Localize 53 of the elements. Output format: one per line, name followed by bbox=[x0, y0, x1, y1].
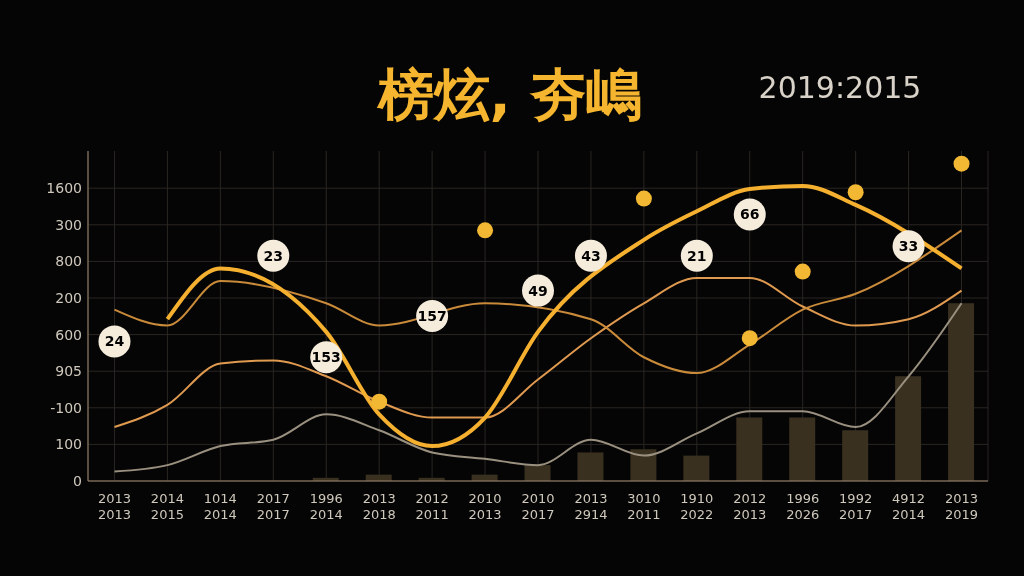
x-tick-label: 2010 2017 bbox=[521, 491, 555, 522]
x-tick-label: 2013 2914 bbox=[574, 491, 608, 522]
x-tick-label: 2010 2013 bbox=[468, 491, 502, 522]
annotation: 49 bbox=[527, 281, 549, 300]
point bbox=[477, 222, 494, 239]
x-tick-label: 2013 2013 bbox=[97, 491, 132, 522]
bar bbox=[524, 465, 551, 481]
bar bbox=[630, 449, 657, 481]
x-tick-label: 1996 2026 bbox=[786, 491, 820, 522]
x-tick-label: 2012 2011 bbox=[415, 491, 449, 522]
point bbox=[847, 184, 864, 201]
text: 905 bbox=[55, 362, 82, 381]
bar bbox=[789, 417, 816, 481]
text: 300 bbox=[55, 215, 82, 234]
point bbox=[741, 330, 758, 347]
bar bbox=[948, 303, 975, 481]
annotation: 157 bbox=[416, 307, 448, 325]
point bbox=[371, 393, 388, 410]
text: 100 bbox=[55, 435, 82, 454]
bar bbox=[736, 417, 763, 481]
x-tick-label: 2014 2015 bbox=[150, 491, 184, 522]
text: 1600 bbox=[46, 179, 82, 198]
x-tick-label: 1992 2017 bbox=[839, 491, 873, 522]
x-tick-label: 2012 2013 bbox=[733, 491, 767, 522]
chart-subtitle: 2019:2015 bbox=[757, 70, 923, 105]
annotation: 33 bbox=[897, 237, 920, 256]
bar bbox=[895, 376, 922, 481]
x-tick-label: 1996 2014 bbox=[309, 491, 343, 522]
point bbox=[635, 190, 652, 207]
bar bbox=[842, 430, 869, 481]
x-tick-label: 2017 2017 bbox=[256, 491, 290, 522]
annotation: 153 bbox=[310, 348, 342, 367]
annotation: 66 bbox=[739, 205, 761, 224]
annotation: 43 bbox=[580, 246, 602, 265]
text: 200 bbox=[55, 289, 82, 307]
bar bbox=[577, 452, 604, 481]
x-tick-label: 2013 2018 bbox=[362, 491, 396, 522]
x-tick-label: 4912 2014 bbox=[892, 491, 926, 522]
text: 0 bbox=[73, 472, 82, 490]
point bbox=[794, 263, 811, 280]
text: 800 bbox=[55, 252, 82, 271]
x-tick-label: 1910 2022 bbox=[680, 491, 714, 522]
annotation: 21 bbox=[686, 246, 708, 265]
annotation: 23 bbox=[262, 246, 284, 265]
x-tick-label: 2013 2019 bbox=[944, 491, 979, 522]
chart-title: 榜炫, 夯嶋 bbox=[376, 61, 644, 129]
text: -100 bbox=[50, 398, 82, 417]
x-tick-label: 1014 2014 bbox=[203, 491, 237, 522]
x-tick-label: 3010 2011 bbox=[627, 491, 661, 522]
point bbox=[953, 155, 970, 172]
bar bbox=[683, 455, 710, 481]
annotation: 24 bbox=[103, 332, 126, 351]
text: 600 bbox=[55, 325, 82, 344]
